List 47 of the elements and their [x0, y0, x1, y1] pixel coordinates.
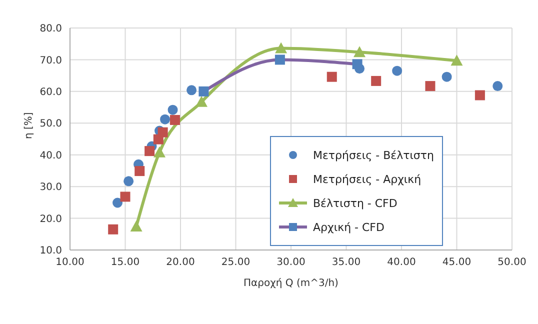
y-tick-label: 70.0: [40, 55, 62, 66]
legend-label: Μετρήσεις - Αρχική: [313, 172, 422, 186]
point: [186, 85, 197, 96]
point: [134, 166, 145, 176]
point: [112, 198, 123, 208]
legend-label: Αρχική - CFD: [313, 220, 384, 234]
x-tick-label: 10.00: [56, 257, 84, 268]
point: [154, 146, 166, 158]
point: [158, 127, 168, 138]
point: [108, 224, 118, 234]
legend-label: Μετρήσεις - Βέλτιστη: [313, 148, 434, 162]
point: [326, 72, 337, 82]
point: [425, 81, 436, 92]
point: [144, 146, 155, 156]
x-tick-label: 20.00: [166, 257, 195, 268]
x-tick-label: 35.00: [332, 257, 361, 268]
point: [130, 220, 142, 232]
point: [474, 90, 485, 100]
point: [450, 54, 463, 66]
point: [170, 114, 180, 125]
point: [124, 176, 134, 186]
point: [442, 72, 452, 82]
point: [160, 114, 170, 124]
x-tick-label: 30.00: [276, 257, 306, 268]
y-tick-label: 50.0: [40, 118, 62, 130]
y-tick-label: 60.0: [40, 86, 62, 98]
x-tick-label: 45.00: [442, 257, 472, 268]
point: [168, 104, 178, 115]
x-tick-label: 15.00: [110, 257, 140, 268]
point: [275, 42, 288, 54]
y-axis-title: η [%]: [24, 112, 35, 139]
y-tick-label: 30.0: [40, 182, 62, 194]
point: [492, 81, 503, 92]
y-tick-label: 40.0: [40, 150, 62, 162]
legend-label: Βέλτιστη - CFD: [313, 196, 398, 210]
point: [392, 66, 402, 76]
point: [371, 76, 382, 86]
y-tick-label: 20.0: [40, 214, 62, 225]
point: [120, 192, 130, 202]
x-axis-title: Παροχή Q (m^3/h): [244, 278, 339, 289]
x-tick-label: 50.00: [498, 257, 526, 268]
point: [195, 96, 208, 107]
y-tick-label: 10.0: [40, 246, 62, 257]
x-tick-label: 40.00: [387, 257, 416, 268]
x-tick-label: 25.00: [221, 257, 250, 268]
y-tick-label: 80.0: [40, 24, 62, 35]
point: [354, 46, 366, 58]
